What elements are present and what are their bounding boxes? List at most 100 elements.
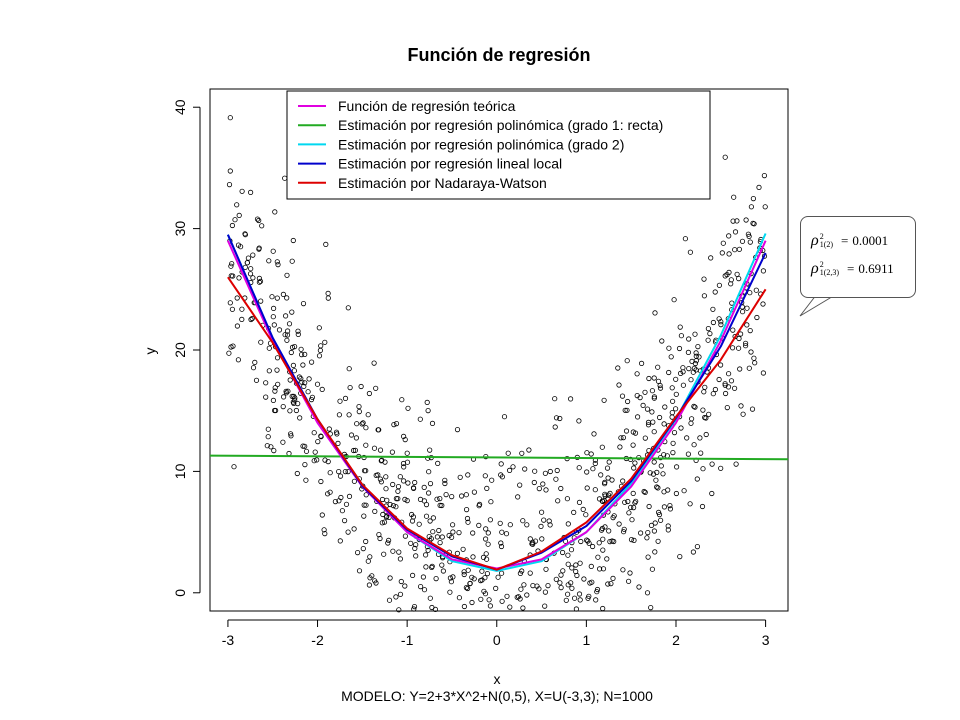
data-point [464,515,471,522]
data-point [729,345,736,351]
data-point [423,513,430,519]
data-point [648,522,655,529]
data-point [423,564,429,570]
data-point [270,305,277,311]
data-point [272,209,278,215]
data-point [498,570,505,576]
data-point [499,598,505,604]
data-point [259,223,265,229]
data-point [371,360,377,366]
data-point [619,393,626,399]
data-point [654,469,660,475]
data-point [497,520,503,526]
data-point [469,599,475,606]
data-point [325,458,331,465]
data-point [354,549,361,556]
data-point [655,364,661,370]
data-point [745,231,752,237]
data-point [517,482,523,488]
data-point [280,394,287,400]
data-point [282,332,288,338]
data-point [622,499,628,505]
data-point [397,591,404,597]
data-point [735,345,742,351]
data-point [302,380,308,386]
data-point [627,570,633,576]
data-point [659,338,665,344]
data-point [385,540,391,546]
data-point [412,479,418,486]
y-axis-label: y [142,348,158,355]
correlation-callout: ρ 2 1(2) = 0.0001 ρ 2 1(2,3) = 0.6911 [800,216,916,298]
data-point [749,406,756,412]
data-point [264,443,270,449]
data-point [560,568,566,574]
data-point [242,232,248,238]
data-point [437,539,443,546]
data-point [375,472,381,478]
data-point [681,488,687,494]
data-point [542,603,548,609]
data-point [666,345,672,351]
data-point [387,575,393,581]
data-point [409,572,416,579]
data-point [687,249,694,255]
data-point [471,489,477,495]
data-point [391,421,397,428]
data-point [564,496,571,502]
data-point [467,580,473,587]
data-point [229,306,235,312]
data-point [751,221,757,227]
data-point [584,469,590,475]
data-point [427,480,434,487]
data-point [569,585,575,591]
data-point [235,357,241,363]
data-point [676,345,683,352]
data-point [569,565,575,571]
data-point [671,429,678,436]
data-point [526,447,532,453]
data-point [594,586,601,593]
data-point [655,485,661,491]
data-point [651,394,658,400]
correlation-line-2: ρ 2 1(2,3) = 0.6911 [811,260,894,277]
data-point [547,522,553,528]
data-point [248,316,254,323]
data-point [649,388,656,394]
data-point [710,319,717,326]
data-point [604,465,611,471]
data-point [677,553,683,560]
data-point [302,461,308,468]
data-point [401,464,407,470]
data-point [489,477,495,483]
data-point [691,442,697,448]
data-point [231,464,237,470]
data-point [559,549,566,556]
data-point [628,504,634,510]
data-point [393,504,399,510]
data-point [450,529,456,535]
data-point [661,452,667,458]
data-point [657,385,664,391]
data-point [553,576,559,582]
data-point [381,519,388,525]
data-point [337,398,343,404]
data-point [290,237,296,244]
data-point [540,481,546,487]
data-point [722,390,729,397]
legend-label: Estimación por regresión polinómica (gra… [338,117,663,133]
data-point [629,517,635,523]
data-point [324,491,331,497]
data-point [366,582,372,588]
data-point [760,370,767,376]
data-point [395,495,401,502]
data-point [558,572,564,578]
data-point [493,585,499,592]
data-point [312,449,318,455]
data-point [486,597,492,603]
data-point [303,477,309,483]
data-point [645,554,651,560]
data-point [718,319,724,325]
y-tick-label: 40 [172,99,188,115]
data-point [565,552,571,558]
